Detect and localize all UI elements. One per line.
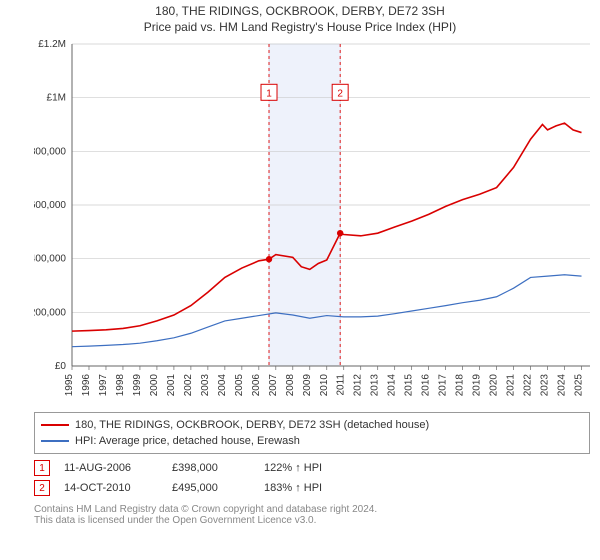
svg-text:2009: 2009 [302, 374, 313, 397]
svg-text:2025: 2025 [574, 374, 585, 397]
legend-row-hpi: HPI: Average price, detached house, Erew… [41, 433, 583, 449]
svg-text:1: 1 [266, 88, 272, 99]
svg-text:2011: 2011 [336, 374, 347, 396]
transaction-row-1: 1 11-AUG-2006 £398,000 122% ↑ HPI [34, 458, 590, 478]
legend-swatch-hpi [41, 440, 69, 442]
svg-text:2021: 2021 [506, 374, 517, 397]
svg-text:2004: 2004 [217, 374, 228, 397]
footer: Contains HM Land Registry data © Crown c… [34, 504, 590, 526]
transactions-table: 1 11-AUG-2006 £398,000 122% ↑ HPI 2 14-O… [34, 458, 590, 498]
transaction-marker-1: 1 [34, 460, 50, 476]
footer-line1: Contains HM Land Registry data © Crown c… [34, 504, 590, 515]
transaction-marker-1-num: 1 [39, 463, 45, 474]
footer-line2: This data is licensed under the Open Gov… [34, 515, 590, 526]
svg-text:1997: 1997 [98, 374, 109, 397]
svg-text:2015: 2015 [404, 374, 415, 397]
chart-area: £0 £200,000 £400,000 £600,000 £800,000 £1M £1.… [34, 36, 594, 406]
legend-label-property: 180, THE RIDINGS, OCKBROOK, DERBY, DE72 … [75, 419, 429, 431]
transaction-pct-2: 183% ↑ HPI [264, 482, 344, 494]
svg-text:1998: 1998 [115, 374, 126, 397]
transaction-price-2: £495,000 [172, 482, 250, 494]
svg-text:£0: £0 [55, 361, 67, 372]
transaction-date-2: 14-OCT-2010 [64, 482, 158, 494]
svg-text:2005: 2005 [234, 374, 245, 397]
chart-title-line1: 180, THE RIDINGS, OCKBROOK, DERBY, DE72 … [0, 4, 600, 18]
chart-svg: £0 £200,000 £400,000 £600,000 £800,000 £1M £1.… [34, 36, 594, 406]
svg-text:£800,000: £800,000 [34, 146, 66, 157]
legend-row-property: 180, THE RIDINGS, OCKBROOK, DERBY, DE72 … [41, 417, 583, 433]
svg-text:2018: 2018 [455, 374, 466, 397]
svg-text:2023: 2023 [540, 374, 551, 397]
svg-text:2007: 2007 [268, 374, 279, 397]
svg-text:2024: 2024 [557, 374, 568, 397]
legend-swatch-property [41, 424, 69, 426]
svg-text:1999: 1999 [132, 374, 143, 397]
transaction-marker-2: 2 [34, 480, 50, 496]
svg-text:2: 2 [337, 88, 343, 99]
svg-text:2006: 2006 [251, 374, 262, 397]
transaction-marker-2-num: 2 [39, 483, 45, 494]
svg-text:1995: 1995 [64, 374, 75, 397]
svg-text:2008: 2008 [285, 374, 296, 397]
svg-text:2012: 2012 [353, 374, 364, 397]
svg-text:2010: 2010 [319, 374, 330, 397]
legend-label-hpi: HPI: Average price, detached house, Erew… [75, 435, 300, 447]
transaction-date-1: 11-AUG-2006 [64, 462, 158, 474]
svg-text:£200,000: £200,000 [34, 307, 66, 318]
svg-text:2020: 2020 [489, 374, 500, 397]
transaction-pct-1: 122% ↑ HPI [264, 462, 344, 474]
svg-text:2014: 2014 [387, 374, 398, 397]
transaction-row-2: 2 14-OCT-2010 £495,000 183% ↑ HPI [34, 478, 590, 498]
svg-text:2017: 2017 [438, 374, 449, 397]
svg-text:2022: 2022 [523, 374, 534, 397]
transaction-price-1: £398,000 [172, 462, 250, 474]
svg-text:2016: 2016 [421, 374, 432, 397]
svg-text:£1M: £1M [47, 93, 66, 104]
svg-text:2003: 2003 [200, 374, 211, 397]
chart-title-block: 180, THE RIDINGS, OCKBROOK, DERBY, DE72 … [0, 0, 600, 36]
svg-text:2019: 2019 [472, 374, 483, 397]
svg-text:2013: 2013 [370, 374, 381, 397]
svg-text:2001: 2001 [166, 374, 177, 397]
svg-text:2000: 2000 [149, 374, 160, 397]
svg-text:2002: 2002 [183, 374, 194, 397]
svg-text:£600,000: £600,000 [34, 200, 66, 211]
svg-text:£400,000: £400,000 [34, 254, 66, 265]
svg-text:1996: 1996 [81, 374, 92, 397]
legend-box: 180, THE RIDINGS, OCKBROOK, DERBY, DE72 … [34, 412, 590, 454]
svg-text:£1.2M: £1.2M [38, 39, 66, 50]
chart-title-line2: Price paid vs. HM Land Registry's House … [0, 20, 600, 34]
